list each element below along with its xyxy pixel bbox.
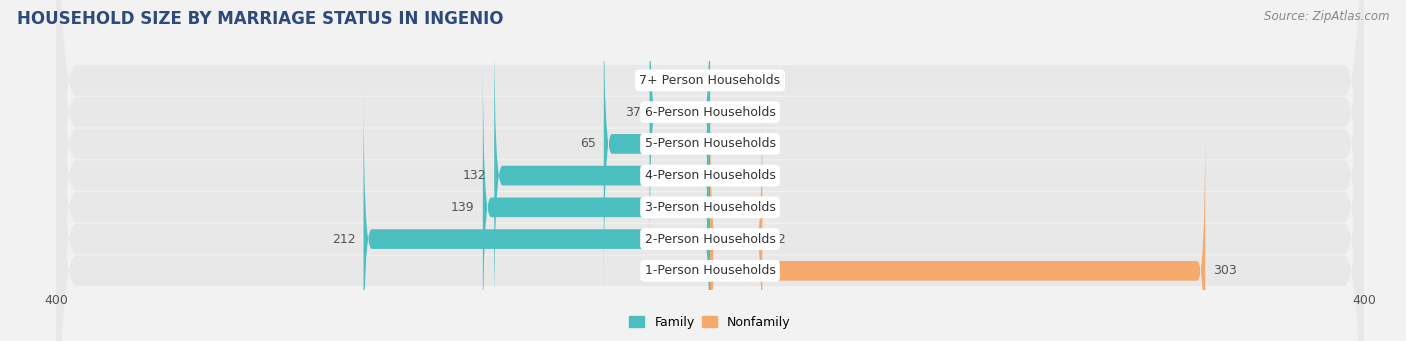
FancyBboxPatch shape: [710, 90, 762, 341]
Text: 132: 132: [463, 169, 486, 182]
FancyBboxPatch shape: [56, 0, 1364, 341]
Text: 212: 212: [332, 233, 356, 246]
FancyBboxPatch shape: [56, 0, 1364, 341]
FancyBboxPatch shape: [56, 0, 1364, 341]
FancyBboxPatch shape: [56, 0, 1364, 341]
Text: HOUSEHOLD SIZE BY MARRIAGE STATUS IN INGENIO: HOUSEHOLD SIZE BY MARRIAGE STATUS IN ING…: [17, 10, 503, 28]
Text: 303: 303: [1213, 264, 1237, 277]
FancyBboxPatch shape: [650, 0, 710, 261]
Text: 5-Person Households: 5-Person Households: [644, 137, 776, 150]
Text: 0: 0: [718, 169, 727, 182]
FancyBboxPatch shape: [56, 0, 1364, 341]
FancyBboxPatch shape: [495, 27, 710, 324]
Text: 0: 0: [693, 264, 702, 277]
Text: 7+ Person Households: 7+ Person Households: [640, 74, 780, 87]
Text: 0: 0: [718, 106, 727, 119]
Text: 3-Person Households: 3-Person Households: [644, 201, 776, 214]
Text: 139: 139: [451, 201, 475, 214]
Text: 1-Person Households: 1-Person Households: [644, 264, 776, 277]
FancyBboxPatch shape: [364, 90, 710, 341]
Text: 65: 65: [579, 137, 596, 150]
Text: Source: ZipAtlas.com: Source: ZipAtlas.com: [1264, 10, 1389, 23]
Text: 0: 0: [693, 74, 702, 87]
Text: 0: 0: [718, 201, 727, 214]
Text: 0: 0: [718, 74, 727, 87]
Text: 32: 32: [770, 233, 786, 246]
Text: 2-Person Households: 2-Person Households: [644, 233, 776, 246]
Text: 4-Person Households: 4-Person Households: [644, 169, 776, 182]
Text: 37: 37: [626, 106, 641, 119]
Text: 6-Person Households: 6-Person Households: [644, 106, 776, 119]
FancyBboxPatch shape: [482, 59, 710, 341]
Text: 0: 0: [718, 137, 727, 150]
FancyBboxPatch shape: [56, 0, 1364, 341]
Legend: Family, Nonfamily: Family, Nonfamily: [624, 311, 796, 334]
FancyBboxPatch shape: [603, 0, 710, 293]
FancyBboxPatch shape: [710, 122, 1205, 341]
FancyBboxPatch shape: [56, 0, 1364, 341]
